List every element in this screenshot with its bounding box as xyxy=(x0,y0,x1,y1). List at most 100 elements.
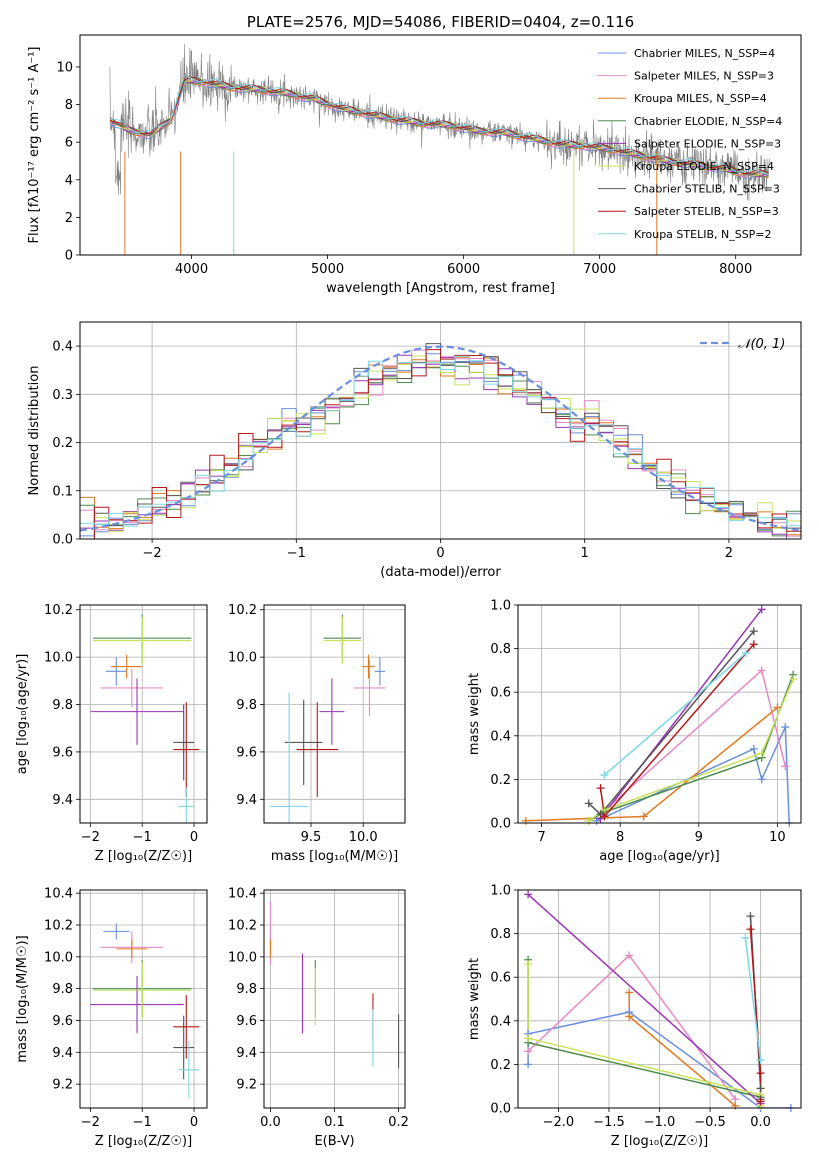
y-tick-label: 0.0 xyxy=(490,1102,511,1117)
error-bar-salpeter_elodie xyxy=(90,678,184,745)
y-axis-label: mass [log₁₀(M/M☉)] xyxy=(15,935,30,1062)
data-point-marker xyxy=(746,925,755,934)
x-axis-label: age [log₁₀(age/yr)] xyxy=(599,849,720,864)
model-spectrum-chabrier_stelib xyxy=(109,77,769,176)
grid-lines xyxy=(264,605,405,823)
x-tick-label: 1 xyxy=(581,546,589,561)
axes-frame xyxy=(263,604,406,824)
legend-entry: 𝒩(0, 1) xyxy=(738,337,785,352)
x-tick-label: 0.0 xyxy=(260,1115,281,1130)
x-tick-label: 6000 xyxy=(447,262,480,277)
x-tick-label: 0 xyxy=(190,1115,198,1130)
axes-frame xyxy=(79,321,802,540)
panel-age_Z: −2 −1 0 9.4 9.6 9.8 10.0 10.2 Z [log₁₀(Z/Z☉)] age… xyxy=(15,603,208,864)
x-tick-label: −2 xyxy=(81,1115,100,1130)
y-tick-label: 10.4 xyxy=(228,887,257,902)
axes-frame xyxy=(517,889,802,1109)
y-tick-label: 0.2 xyxy=(490,773,511,788)
panel-residuals: −2 −1 0 1 2 0.0 0.1 0.2 0.3 0.4 (data-model)/error… xyxy=(27,321,802,580)
legend-entry: Chabrier STELIB, N_SSP=3 xyxy=(634,183,780,196)
y-tick-label: 0.8 xyxy=(490,642,511,657)
legend-entry: Salpeter STELIB, N_SSP=3 xyxy=(634,205,779,218)
panel-spectrum: 4000 5000 6000 7000 8000 0 2 4 6 8 10 wavelength [A… xyxy=(27,13,802,296)
data-point-marker xyxy=(773,703,782,712)
y-tick-label: 9.4 xyxy=(236,1046,257,1061)
y-tick-label: 10.4 xyxy=(44,887,73,902)
mass-weight-line-chabrier_miles xyxy=(596,726,790,823)
legend-entry: Kroupa MILES, N_SSP=4 xyxy=(634,92,767,105)
axes-frame xyxy=(79,34,802,256)
error-bar-chabrier_miles xyxy=(105,657,127,686)
chart-title: PLATE=2576, MJD=54086, FIBERID=0404, z=0… xyxy=(247,13,634,31)
axes-frame xyxy=(79,889,208,1109)
panel-mass_ebv: 0.0 0.1 0.2 9.2 9.4 9.6 9.8 10.0 10.2 10.4 E(B-V) xyxy=(228,887,409,1149)
x-tick-label: −1 xyxy=(287,546,306,561)
error-bar-chabrier_stelib xyxy=(284,699,323,786)
x-tick-label: 2 xyxy=(725,546,733,561)
model-spectrum-kroupa_elodie xyxy=(109,78,769,177)
error-bar-kroupa_elodie xyxy=(92,961,192,1019)
spectrum-legend: Chabrier MILES, N_SSP=4 Salpeter MILES, N… xyxy=(598,47,782,241)
y-tick-label: 0.6 xyxy=(490,686,511,701)
error-bar-chabrier_stelib xyxy=(173,704,195,781)
y-tick-label: 10.2 xyxy=(44,919,73,934)
x-tick-label: 8 xyxy=(616,830,624,845)
y-tick-label: 0.6 xyxy=(490,971,511,986)
y-tick-label: 1.0 xyxy=(490,884,511,899)
data-point-marker xyxy=(625,951,634,960)
y-tick-label: 0.0 xyxy=(52,533,73,548)
y-tick-label: 9.6 xyxy=(236,1014,257,1029)
x-tick-label: 10 xyxy=(769,830,786,845)
legend-entry: Kroupa STELIB, N_SSP=2 xyxy=(634,228,772,241)
axes-frame xyxy=(79,604,208,824)
data-point-marker xyxy=(524,890,533,899)
error-bar-salpeter_elodie xyxy=(90,975,184,1034)
error-bar-kroupa_miles xyxy=(111,654,143,679)
error-bar-salpeter_elodie xyxy=(319,678,345,745)
y-axis-label: mass weight xyxy=(467,673,482,755)
y-tick-label: 9.6 xyxy=(236,745,257,760)
mass-weight-line-kroupa_stelib xyxy=(604,652,747,776)
y-tick-label: 9.4 xyxy=(52,1046,73,1061)
y-tick-label: 10.0 xyxy=(228,950,257,965)
y-tick-label: 2 xyxy=(65,211,73,226)
data-point-marker xyxy=(789,675,798,684)
y-tick-label: 8 xyxy=(65,98,73,113)
data-point-marker xyxy=(757,775,766,784)
data-point-marker xyxy=(524,960,533,969)
data-point-marker xyxy=(524,1060,533,1069)
data-point-marker xyxy=(781,723,790,732)
x-tick-label: 7 xyxy=(537,830,545,845)
data-point-marker xyxy=(600,771,609,780)
legend-entry: Chabrier MILES, N_SSP=4 xyxy=(634,47,775,60)
axes-frame xyxy=(263,889,406,1109)
y-tick-label: 1.0 xyxy=(490,599,511,614)
y-tick-label: 4 xyxy=(65,173,73,188)
x-tick-label: 0 xyxy=(190,830,198,845)
data-point-marker xyxy=(746,912,755,921)
y-tick-label: 0 xyxy=(65,249,73,264)
mass-weight-line-chabrier_elodie xyxy=(527,959,762,1106)
error-bar-salpeter_miles xyxy=(353,659,386,717)
data-point-marker xyxy=(596,784,605,793)
y-tick-label: 10.0 xyxy=(44,651,73,666)
y-tick-label: 10.0 xyxy=(44,950,73,965)
panel-age_mass: 9.5 10.0 9.4 9.6 9.8 10.0 10.2 mass [log₁₀(M/M☉… xyxy=(228,603,406,864)
x-tick-label: 5000 xyxy=(311,262,344,277)
error-bar-kroupa_stelib xyxy=(178,1041,200,1099)
mass-weight-line-salpeter_elodie xyxy=(599,608,763,820)
y-tick-label: 9.8 xyxy=(236,698,257,713)
x-axis-label: (data-model)/error xyxy=(380,565,501,580)
x-tick-label: −0.5 xyxy=(694,1115,726,1130)
y-tick-label: 9.4 xyxy=(236,793,257,808)
error-bar-chabrier_miles xyxy=(103,923,130,940)
data-point-marker xyxy=(625,988,634,997)
data-point-marker xyxy=(741,933,750,942)
legend-entry: Kroupa ELODIE, N_SSP=4 xyxy=(634,160,774,173)
error-bar-kroupa_miles xyxy=(362,654,375,679)
y-axis-label: age [log₁₀(age/yr)] xyxy=(15,654,30,775)
plot-area xyxy=(80,343,801,539)
plot-area xyxy=(270,614,386,823)
x-tick-label: 8000 xyxy=(719,262,752,277)
